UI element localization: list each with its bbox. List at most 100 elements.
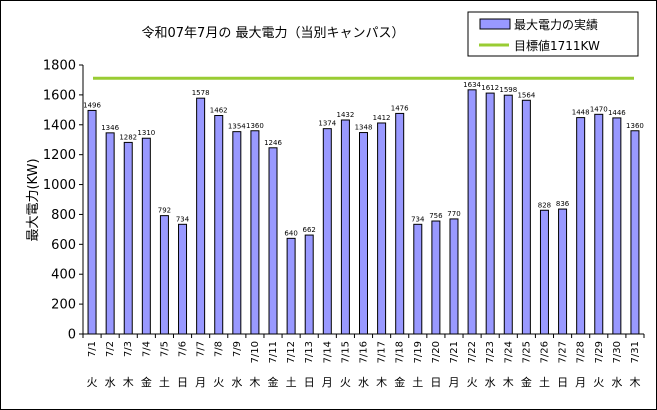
bar bbox=[141, 137, 151, 335]
bar-data-label: 1476 bbox=[391, 104, 409, 112]
x-weekday-label: 土 bbox=[159, 376, 170, 389]
x-weekday-label: 土 bbox=[412, 376, 423, 389]
x-tick-label: 7/18 bbox=[395, 341, 406, 363]
x-weekday-label: 土 bbox=[539, 376, 550, 389]
bar bbox=[539, 209, 549, 335]
bar bbox=[322, 128, 332, 335]
bar bbox=[467, 89, 477, 335]
bar-data-label: 1448 bbox=[572, 109, 590, 117]
x-tick-label: 7/13 bbox=[304, 341, 315, 363]
bar-data-label: 1282 bbox=[119, 133, 137, 141]
x-tick-label: 7/25 bbox=[521, 341, 532, 363]
x-axis-ticks: 7/1 火 7/2 水 7/3 木 7/4 金 7/5 土 7/6 日 7/7 月 7/8 火 7/9 水 7/10… bbox=[82, 334, 645, 389]
bar bbox=[413, 223, 423, 335]
y-tick-label: 1200 bbox=[43, 148, 76, 163]
bar-data-label: 792 bbox=[158, 207, 171, 215]
y-tick-label: 1000 bbox=[43, 178, 76, 193]
x-weekday-label: 日 bbox=[557, 376, 568, 389]
bar bbox=[268, 147, 278, 335]
x-tick-label: 7/23 bbox=[485, 341, 496, 363]
axes bbox=[82, 65, 644, 335]
x-tick-label: 7/27 bbox=[558, 341, 569, 363]
x-weekday-label: 日 bbox=[304, 376, 315, 389]
y-tick-label: 800 bbox=[51, 208, 76, 223]
bar-data-label: 640 bbox=[284, 229, 297, 237]
bar bbox=[87, 109, 97, 335]
bar bbox=[630, 130, 640, 335]
y-axis-label: 最大電力(KW) bbox=[26, 158, 41, 241]
x-tick-label: 7/29 bbox=[594, 341, 605, 363]
bar bbox=[286, 237, 296, 335]
x-tick-label: 7/14 bbox=[322, 341, 333, 363]
bar bbox=[214, 115, 224, 335]
bar bbox=[558, 208, 568, 335]
bar-data-label: 1462 bbox=[210, 107, 228, 115]
x-tick-label: 7/30 bbox=[612, 341, 623, 363]
bar bbox=[612, 117, 622, 335]
bar bbox=[304, 234, 314, 335]
bar-data-label: 1564 bbox=[517, 91, 535, 99]
x-tick-label: 7/3 bbox=[123, 341, 134, 357]
x-tick-label: 7/26 bbox=[539, 341, 550, 363]
x-tick-label: 7/10 bbox=[250, 341, 261, 363]
x-weekday-label: 金 bbox=[521, 375, 532, 389]
x-weekday-label: 日 bbox=[177, 376, 188, 389]
y-tick-label: 1600 bbox=[43, 88, 76, 103]
bar bbox=[594, 113, 604, 335]
x-tick-label: 7/11 bbox=[268, 341, 279, 363]
bar-data-label: 1598 bbox=[499, 86, 517, 94]
x-tick-label: 7/28 bbox=[576, 341, 587, 363]
x-tick-label: 7/6 bbox=[178, 341, 189, 357]
x-weekday-label: 木 bbox=[629, 376, 640, 389]
bar-data-label: 1496 bbox=[83, 101, 101, 109]
x-weekday-label: 水 bbox=[611, 376, 622, 389]
x-weekday-label: 月 bbox=[195, 376, 206, 389]
x-weekday-label: 木 bbox=[249, 376, 260, 389]
y-tick-label: 1800 bbox=[43, 59, 76, 74]
x-tick-label: 7/7 bbox=[196, 341, 207, 357]
bar-data-label: 1612 bbox=[481, 84, 499, 92]
legend: 最大電力の実績 目標値1711KW bbox=[467, 11, 639, 57]
x-tick-label: 7/19 bbox=[413, 341, 424, 363]
y-tick-label: 400 bbox=[51, 268, 76, 283]
bar-data-label: 1360 bbox=[246, 122, 264, 130]
x-weekday-label: 月 bbox=[322, 376, 333, 389]
x-weekday-label: 木 bbox=[376, 376, 387, 389]
x-weekday-label: 金 bbox=[394, 375, 405, 389]
bar bbox=[196, 97, 206, 335]
x-weekday-label: 木 bbox=[123, 376, 134, 389]
bar bbox=[159, 215, 169, 335]
x-weekday-label: 金 bbox=[141, 375, 152, 389]
legend-entry-actual: 最大電力の実績 bbox=[514, 17, 598, 32]
bar bbox=[340, 119, 350, 335]
x-tick-label: 7/16 bbox=[359, 341, 370, 363]
bar-data-label: 1360 bbox=[626, 122, 644, 130]
bar bbox=[395, 112, 405, 335]
bar-data-label: 1412 bbox=[373, 114, 391, 122]
x-tick-label: 7/1 bbox=[87, 341, 98, 357]
x-weekday-label: 月 bbox=[575, 376, 586, 389]
x-weekday-label: 水 bbox=[485, 376, 496, 389]
bar-data-label: 1354 bbox=[228, 123, 246, 131]
x-weekday-label: 土 bbox=[286, 376, 297, 389]
y-tick-label: 0 bbox=[68, 328, 76, 343]
bar-data-label: 734 bbox=[411, 215, 425, 223]
x-weekday-label: 火 bbox=[340, 376, 351, 389]
x-tick-label: 7/2 bbox=[105, 341, 116, 357]
bar-data-label: 1578 bbox=[192, 89, 210, 97]
legend-bar-swatch bbox=[479, 18, 511, 30]
x-weekday-label: 月 bbox=[448, 376, 459, 389]
bar bbox=[250, 130, 260, 335]
bar-data-label: 1634 bbox=[463, 81, 481, 89]
y-axis-ticks: 0 200 400 600 800 1000 1200 1400 1600 1800 bbox=[43, 59, 83, 343]
x-tick-label: 7/9 bbox=[232, 341, 243, 357]
bar bbox=[105, 132, 115, 335]
bar bbox=[449, 218, 459, 335]
x-weekday-label: 火 bbox=[593, 376, 604, 389]
chart-title: 令和07年7月の 最大電力（当別キャンパス） bbox=[142, 26, 405, 41]
y-tick-label: 600 bbox=[51, 238, 76, 253]
bar bbox=[431, 220, 441, 335]
bar bbox=[377, 122, 387, 335]
